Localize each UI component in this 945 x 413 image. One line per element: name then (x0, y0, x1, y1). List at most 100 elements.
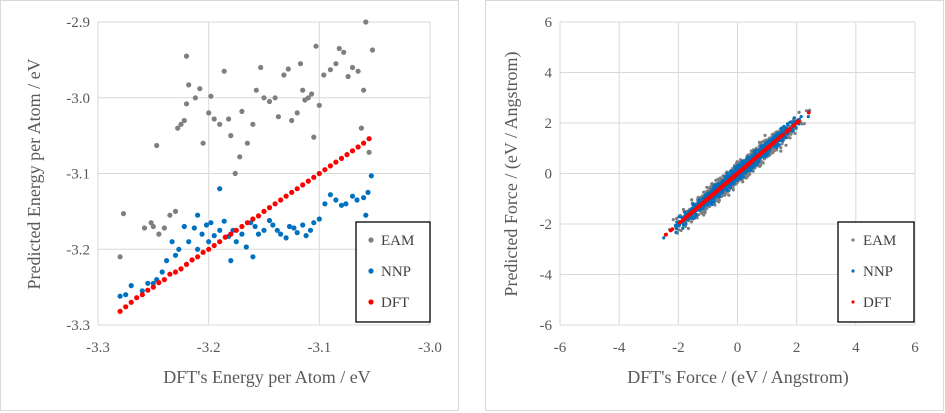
energy-point-dft (139, 292, 145, 298)
energy-point-dft (200, 249, 206, 255)
force-point-eam (771, 151, 775, 155)
force-point-dft (708, 195, 712, 200)
force-point-dft (806, 110, 811, 115)
energy-point-eam (300, 87, 306, 93)
energy-point-nnp (354, 197, 360, 203)
energy-y-tick-label: -2.9 (66, 15, 90, 31)
energy-y-tick-label: -3.1 (66, 167, 90, 183)
energy-point-nnp (252, 223, 258, 230)
energy-point-nnp (270, 222, 276, 228)
energy-point-eam (156, 231, 162, 237)
energy-chart-x-ticks: -3.3 -3.2 -3.1 -3.0 (86, 340, 442, 356)
energy-point-eam (275, 114, 281, 120)
energy-point-nnp (139, 288, 145, 294)
force-point-eam (762, 139, 766, 143)
energy-point-dft (244, 220, 250, 226)
force-point-eam (780, 142, 784, 146)
force-point-eam (707, 187, 711, 191)
force-point-nnp (723, 174, 727, 179)
force-point-eam (738, 158, 743, 162)
force-point-nnp (779, 127, 784, 131)
force-point-dft (791, 124, 796, 128)
force-point-dft (668, 228, 673, 233)
energy-point-dft (128, 299, 134, 305)
force-chart-y-ticks: -6 -4 -2 0 2 4 6 (540, 15, 553, 334)
force-series-dft (663, 110, 811, 237)
energy-point-dft (255, 213, 262, 219)
energy-point-dft (134, 295, 140, 301)
energy-point-eam (117, 254, 123, 260)
force-y-tick-label: 2 (545, 116, 553, 132)
force-chart-frame (485, 0, 944, 411)
energy-point-eam (316, 102, 322, 108)
energy-point-dft (206, 246, 212, 252)
force-point-eam (703, 211, 707, 215)
energy-point-eam (305, 95, 311, 101)
energy-point-dft (278, 197, 284, 203)
energy-point-dft (311, 174, 317, 180)
force-point-nnp (711, 201, 715, 205)
force-y-tick-label: -6 (540, 318, 553, 334)
force-point-eam (689, 220, 694, 224)
force-point-dft (684, 215, 689, 219)
energy-point-eam (311, 134, 317, 140)
force-chart-legend: EAM NNP DFT (837, 221, 915, 323)
force-point-nnp (727, 183, 731, 187)
energy-point-nnp (300, 222, 306, 228)
force-point-dft (743, 165, 748, 169)
force-point-nnp (767, 139, 771, 143)
energy-point-nnp (203, 222, 210, 228)
energy-point-nnp (217, 186, 223, 192)
energy-y-tick-label: -3.2 (66, 242, 90, 258)
force-point-nnp (729, 171, 733, 175)
energy-point-nnp (291, 225, 297, 231)
energy-point-dft (300, 182, 306, 188)
force-point-nnp (735, 178, 739, 182)
force-point-dft (726, 179, 731, 184)
energy-point-nnp (164, 258, 170, 264)
force-point-nnp (717, 182, 721, 186)
force-point-nnp (764, 143, 768, 147)
energy-point-dft (172, 269, 179, 275)
force-point-nnp (762, 155, 766, 159)
force-point-nnp (799, 115, 803, 119)
energy-point-eam (217, 121, 223, 127)
force-point-eam (741, 180, 745, 184)
energy-point-eam (167, 212, 173, 218)
force-chart: -6 -4 -2 0 2 4 6 -6 -4 -2 0 2 4 6 DFT's Force / (eV … (485, 0, 944, 411)
energy-y-tick-label: -3.3 (66, 318, 90, 334)
force-point-nnp (794, 125, 798, 129)
force-y-tick-label: 6 (545, 15, 553, 31)
force-point-nnp (777, 143, 781, 147)
force-point-dft (780, 133, 785, 137)
force-point-nnp (696, 199, 700, 203)
energy-point-dft (305, 178, 311, 184)
energy-point-nnp (322, 201, 328, 207)
force-point-eam (681, 207, 686, 212)
energy-chart: -3.3 -3.2 -3.1 -3.0 -3.3 -3.2 -3.1 -3.0 -2.9 DF… (0, 0, 459, 411)
energy-point-eam (333, 61, 339, 67)
energy-point-eam (345, 73, 351, 80)
energy-point-dft (239, 223, 245, 230)
force-x-tick-label: 0 (734, 340, 742, 356)
energy-point-nnp (303, 233, 309, 239)
force-point-nnp (759, 145, 764, 149)
energy-point-dft (272, 201, 278, 207)
energy-legend-dft-marker (368, 299, 374, 305)
force-x-tick-label: 2 (793, 340, 801, 356)
force-point-nnp (746, 155, 750, 159)
force-point-nnp (674, 230, 678, 234)
energy-point-eam (148, 220, 154, 226)
force-point-nnp (702, 204, 706, 208)
force-legend-eam-marker (851, 238, 855, 242)
force-legend-dft-label: DFT (863, 295, 891, 311)
energy-point-eam (358, 125, 364, 131)
force-point-nnp (756, 158, 760, 162)
force-x-tick-label: -2 (672, 340, 685, 356)
force-point-dft (695, 205, 700, 210)
energy-point-dft (189, 257, 195, 263)
energy-point-nnp (217, 227, 223, 233)
force-point-nnp (784, 126, 788, 130)
energy-point-eam (297, 61, 304, 67)
energy-point-nnp (278, 231, 284, 237)
